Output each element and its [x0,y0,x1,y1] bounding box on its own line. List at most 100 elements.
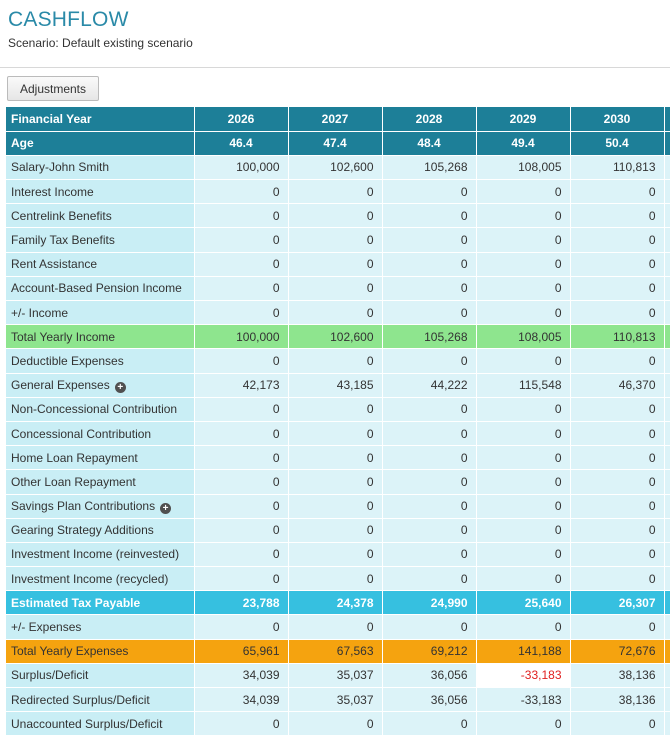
row-value: 0 [382,469,477,495]
row-label: Investment Income (reinvested) [6,542,195,568]
row-value: 0 [382,203,477,229]
row-value: 0 [194,252,289,277]
row-value: 0 [570,276,665,302]
table-row: Centrelink Benefits 0 0 0 0 0 [6,203,670,229]
year-header: 2027 [288,107,383,132]
row-value: 35,037 [288,687,383,713]
table-row: Non-Concessional Contribution 0 0 0 0 0 [6,397,670,422]
row-label: Interest Income [6,179,195,205]
table-row: +/- Expenses 0 0 0 0 0 [6,614,670,640]
row-value: 110,813 [570,324,665,350]
row-edge-cell [664,590,670,616]
row-value: 25,640 [476,590,571,616]
table-row: Concessional Contribution 0 0 0 0 0 [6,421,670,447]
row-value: 0 [476,421,571,447]
row-label: Surplus/Deficit [6,663,195,689]
row-value: 0 [194,542,289,568]
row-value: 0 [570,445,665,471]
row-value: 0 [476,348,571,374]
row-value: 0 [382,445,477,471]
row-value: 24,990 [382,590,477,616]
row-value: 0 [194,179,289,205]
general-expenses-label-cell: General Expenses + [6,373,195,398]
row-value: 0 [570,469,665,495]
row-edge-cell [664,155,670,181]
table-row: Home Loan Repayment 0 0 0 0 0 [6,445,670,471]
scenario-label: Scenario: Default existing scenario [8,36,193,50]
row-edge-cell [664,179,670,205]
row-value: 0 [476,711,571,737]
page-title: CASHFLOW [8,8,129,31]
row-value: 0 [288,445,383,471]
tax-row: Estimated Tax Payable 23,788 24,378 24,9… [6,590,670,616]
row-value: 0 [194,469,289,495]
row-value: 141,188 [476,639,571,664]
row-value: 0 [570,397,665,422]
age-row: Age 46.4 47.4 48.4 49.4 50.4 [6,131,670,156]
age-value: 47.4 [288,131,383,156]
row-label: Salary-John Smith [6,155,195,181]
deficit-value: -33,183 [476,663,571,689]
row-value: 67,563 [288,639,383,664]
table-row: Redirected Surplus/Deficit 34,039 35,037… [6,687,670,713]
row-value: 0 [476,445,571,471]
age-value: 46.4 [194,131,289,156]
row-value: 24,378 [288,590,383,616]
row-value: 0 [382,300,477,326]
table-row: Unaccounted Surplus/Deficit 0 0 0 0 0 [6,711,670,737]
row-label: Other Loan Repayment [6,469,195,495]
row-value: 0 [288,397,383,422]
row-edge-cell [664,348,670,374]
row-label: Savings Plan Contributions [11,498,156,513]
row-value: 0 [288,276,383,302]
row-value: 0 [288,421,383,447]
row-value: 0 [288,300,383,326]
row-value: 0 [194,494,289,519]
row-label: Investment Income (recycled) [6,566,195,592]
row-value: 0 [382,614,477,640]
row-label: Account-Based Pension Income [6,276,195,302]
row-value: 34,039 [194,663,289,689]
table-row: Salary-John Smith 100,000 102,600 105,26… [6,155,670,181]
row-value: 0 [288,469,383,495]
row-value: 0 [570,227,665,253]
row-value: 0 [476,494,571,519]
row-edge-cell [664,566,670,592]
row-value: 0 [288,494,383,519]
row-value: 0 [382,421,477,447]
table-row: Gearing Strategy Additions 0 0 0 0 0 [6,518,670,543]
savings-plan-label-cell: Savings Plan Contributions + [6,494,195,519]
row-value: 0 [476,179,571,205]
row-value: 0 [476,252,571,277]
row-edge-cell [664,663,670,689]
year-header: 2026 [194,107,289,132]
row-value: 108,005 [476,155,571,181]
row-edge-cell [664,494,670,519]
row-value: 0 [194,348,289,374]
row-edge-cell [664,469,670,495]
plus-circle-icon[interactable]: + [160,502,172,514]
row-value: 0 [476,566,571,592]
plus-circle-icon[interactable]: + [114,381,126,393]
row-value: 0 [194,227,289,253]
row-value: 0 [194,276,289,302]
row-label: Unaccounted Surplus/Deficit [6,711,195,737]
age-value: 49.4 [476,131,571,156]
row-value: 0 [570,179,665,205]
row-label: Concessional Contribution [6,421,195,447]
year-header: 2028 [382,107,477,132]
year-header-row: Financial Year 2026 2027 2028 2029 2030 [6,107,670,132]
row-value: 0 [382,397,477,422]
row-value: 0 [570,614,665,640]
row-value: 0 [570,421,665,447]
table-row: Other Loan Repayment 0 0 0 0 0 [6,469,670,495]
adjustments-button[interactable]: Adjustments [7,76,99,101]
row-value: 35,037 [288,663,383,689]
row-edge-cell [664,203,670,229]
age-value: 50.4 [570,131,665,156]
table-row: Rent Assistance 0 0 0 0 0 [6,252,670,277]
row-value: 0 [288,614,383,640]
row-value: 100,000 [194,155,289,181]
row-value: 0 [570,300,665,326]
row-value: 43,185 [288,373,383,398]
